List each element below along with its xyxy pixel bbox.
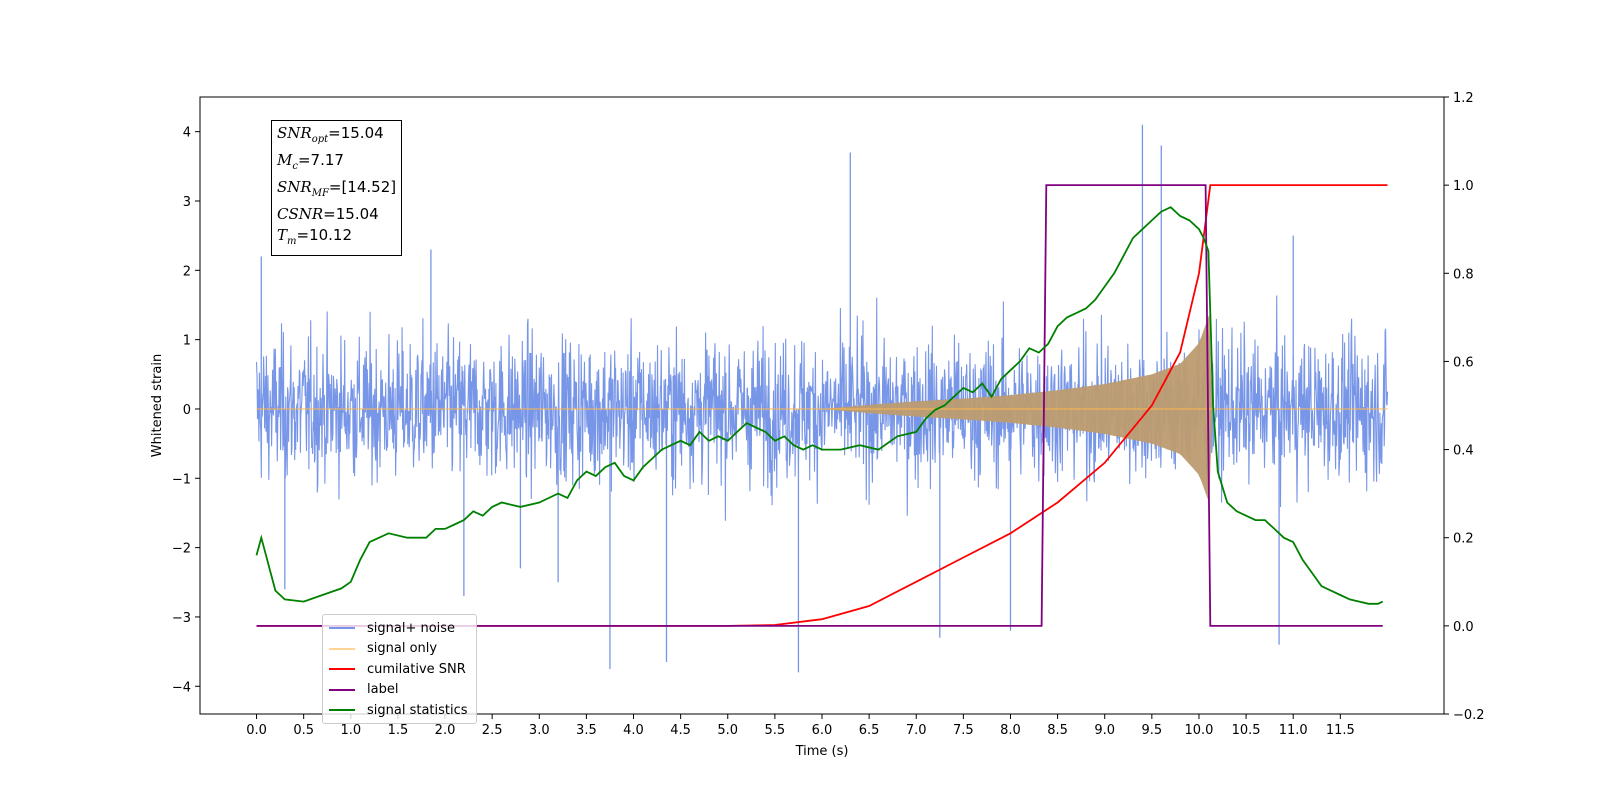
y-right-tick-label: 0.8 [1453, 267, 1474, 282]
legend-label: label [367, 682, 399, 698]
series-label [256, 184, 1383, 627]
annotation-variable: T [277, 226, 288, 244]
x-tick-label: 0.0 [246, 723, 267, 738]
annotation-variable: CSNR [277, 205, 324, 223]
series-signal-only [256, 314, 1388, 504]
x-axis-label: Time (s) [795, 744, 849, 759]
x-tick-label: 3.5 [576, 723, 597, 738]
annotation-subscript: opt [311, 134, 329, 145]
x-axis-ticks: 0.0 0.5 1.0 1.5 2.0 2.5 3.0 3.5 4.0 4.5 5.0 5.5 6.0 6… [246, 714, 1355, 738]
plot-area [255, 124, 1389, 673]
legend-label: signal statistics [367, 702, 468, 718]
x-tick-label: 8.0 [1000, 723, 1021, 738]
stats-annotation-box: SNRopt=15.04 Mc=7.17 SNRMF=[14.52] CSNR=15.… [271, 120, 403, 256]
x-tick-label: 6.5 [859, 723, 880, 738]
x-tick-label: 10.0 [1184, 723, 1213, 738]
annotation-subscript: c [292, 161, 298, 172]
legend-item: signal statistics [323, 700, 476, 721]
annotation-value: =15.04 [328, 124, 384, 142]
legend-item: label [323, 680, 476, 701]
legend-swatch [329, 688, 355, 691]
y-right-tick-label: 0.2 [1453, 532, 1474, 547]
annotation-value: =15.04 [323, 205, 379, 223]
annotation-subscript: m [287, 236, 297, 247]
y-left-tick-label: 3 [183, 195, 191, 210]
y-left-tick-label: −4 [172, 680, 191, 695]
x-tick-label: 1.5 [388, 723, 409, 738]
annotation-line: Tm=10.12 [277, 225, 396, 252]
y-left-tick-label: 4 [183, 126, 191, 141]
legend-label: cumilative SNR [367, 661, 466, 677]
legend-label: signal+ noise [367, 620, 456, 636]
x-tick-label: 8.5 [1047, 723, 1068, 738]
legend: signal+ noise signal only cumilative SNR la… [322, 614, 477, 724]
x-tick-label: 5.5 [765, 723, 786, 738]
y-left-tick-label: 0 [183, 403, 191, 418]
y-right-tick-label: 0.0 [1453, 620, 1474, 635]
annotation-variable: M [277, 151, 293, 169]
annotation-value: =7.17 [297, 151, 344, 169]
legend-item: cumilative SNR [323, 659, 476, 680]
x-tick-label: 4.5 [670, 723, 691, 738]
y-axis-left-ticks: 4 3 2 1 0 −1 −2 −3 −4 [172, 126, 200, 695]
x-tick-label: 6.0 [812, 723, 833, 738]
x-tick-label: 2.5 [482, 723, 503, 738]
legend-swatch [329, 668, 355, 671]
annotation-line: SNRMF=[14.52] [277, 177, 396, 204]
y-left-tick-label: −3 [172, 611, 191, 626]
x-tick-label: 4.0 [623, 723, 644, 738]
annotation-subscript: MF [311, 188, 329, 199]
annotation-value: =10.12 [296, 226, 353, 244]
y-left-tick-label: 1 [183, 334, 191, 349]
annotation-line: Mc=7.17 [277, 150, 396, 177]
y-right-tick-label: 1.2 [1453, 91, 1474, 106]
y-right-tick-label: −0.2 [1453, 708, 1485, 723]
x-tick-label: 10.5 [1232, 723, 1261, 738]
legend-swatch [329, 709, 355, 712]
x-tick-label: 11.5 [1326, 723, 1355, 738]
y-right-tick-label: 0.6 [1453, 355, 1474, 370]
y-left-tick-label: −1 [172, 472, 191, 487]
y-left-tick-label: 2 [183, 264, 191, 279]
x-tick-label: 0.5 [293, 723, 314, 738]
legend-item: signal only [323, 639, 476, 660]
series-signal-noise [255, 124, 1389, 673]
legend-swatch [329, 627, 355, 630]
series-cumulative-snr [256, 184, 1388, 627]
x-tick-label: 5.0 [717, 723, 738, 738]
legend-label: signal only [367, 641, 438, 657]
x-tick-label: 9.0 [1094, 723, 1115, 738]
annotation-line: SNRopt=15.04 [277, 123, 396, 150]
y-right-tick-label: 1.0 [1453, 179, 1474, 194]
legend-swatch [329, 647, 355, 650]
x-tick-label: 7.5 [953, 723, 974, 738]
annotation-variable: SNR [277, 178, 312, 196]
x-tick-label: 3.0 [529, 723, 550, 738]
y-axis-right-ticks: 1.2 1.0 0.8 0.6 0.4 0.2 0.0 −0.2 [1444, 91, 1485, 723]
x-tick-label: 1.0 [340, 723, 361, 738]
x-tick-label: 7.0 [906, 723, 927, 738]
x-tick-label: 11.0 [1279, 723, 1308, 738]
legend-item: signal+ noise [323, 618, 476, 639]
annotation-line: CSNR=15.04 [277, 204, 396, 225]
x-tick-label: 2.0 [435, 723, 456, 738]
y-right-tick-label: 0.4 [1453, 444, 1474, 459]
x-tick-label: 9.5 [1142, 723, 1163, 738]
annotation-value: =[14.52] [328, 178, 397, 196]
annotation-variable: SNR [277, 124, 312, 142]
y-axis-left-label: Whitened strain [150, 354, 165, 457]
y-left-tick-label: −2 [172, 542, 191, 557]
noise-trace [255, 295, 1389, 521]
series-signal-statistics [255, 206, 1384, 605]
